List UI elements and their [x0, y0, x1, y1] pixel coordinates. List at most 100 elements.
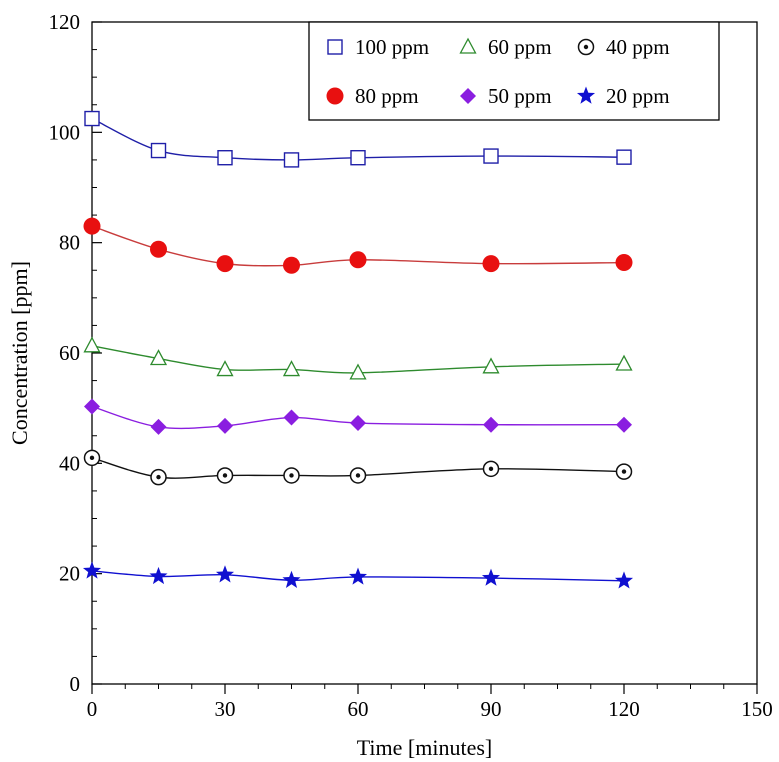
y-tick-label: 0: [70, 672, 81, 696]
data-point: [483, 148, 499, 164]
marker-dot: [289, 473, 294, 478]
data-point: [482, 255, 500, 273]
marker-diamond: [350, 415, 366, 432]
marker-star: [215, 565, 235, 583]
marker-circle: [349, 251, 367, 269]
marker-dot: [583, 44, 589, 50]
series-40-ppm: [83, 449, 633, 486]
marker-dot: [355, 473, 361, 478]
marker-triangle: [216, 360, 234, 377]
marker-triangle: [149, 349, 168, 366]
marker-square: [350, 150, 366, 166]
legend: 100 ppm 60 ppm 40 ppm 80 ppm 50 ppm 20 ppm: [308, 21, 720, 121]
marker-triangle: [482, 357, 500, 374]
data-point: [349, 251, 367, 269]
data-point: [350, 150, 366, 166]
x-tick-label: 60: [348, 697, 369, 721]
legend-label: 60 ppm: [488, 35, 552, 59]
data-point: [283, 409, 300, 426]
marker-circle: [482, 255, 500, 273]
data-point: [149, 566, 168, 585]
data-point: [615, 254, 633, 272]
legend-box: [308, 21, 720, 121]
data-point: [150, 240, 167, 258]
data-point: [481, 568, 501, 586]
data-point: [282, 360, 301, 377]
marker-star: [576, 86, 596, 104]
data-point: [216, 467, 234, 484]
data-point: [614, 571, 634, 589]
marker-star: [614, 571, 634, 589]
data-point: [282, 570, 301, 588]
legend-label: 100 ppm: [355, 35, 429, 59]
marker-dot: [222, 473, 228, 478]
marker-diamond: [150, 418, 167, 435]
data-point: [616, 416, 632, 433]
marker-triangle: [349, 363, 367, 380]
legend-item: 80 ppm: [326, 84, 419, 108]
series-20-ppm: [82, 561, 634, 589]
marker-dot: [621, 469, 627, 474]
marker-circle: [216, 255, 234, 273]
data-point: [150, 468, 167, 486]
x-axis-title: Time [minutes]: [357, 735, 492, 760]
y-tick-label: 120: [49, 10, 81, 34]
legend-marker: [459, 37, 477, 54]
data-point: [216, 360, 234, 377]
legend-label: 50 ppm: [488, 84, 552, 108]
x-tick-label: 120: [608, 697, 640, 721]
marker-star: [82, 561, 102, 579]
y-tick-label: 100: [49, 120, 81, 144]
data-point: [482, 460, 500, 478]
y-tick-label: 80: [59, 231, 80, 255]
marker-diamond: [460, 88, 476, 104]
data-point: [83, 336, 101, 353]
data-point: [615, 354, 633, 371]
marker-diamond: [283, 409, 300, 426]
legend-marker: [576, 86, 596, 104]
data-point: [149, 349, 168, 366]
legend-item: 60 ppm: [459, 35, 552, 59]
data-point: [483, 416, 499, 433]
x-tick-label: 30: [215, 697, 236, 721]
data-point: [84, 110, 100, 127]
data-point: [215, 565, 235, 583]
data-point: [283, 467, 300, 484]
marker-diamond: [616, 416, 632, 433]
marker-square: [84, 110, 100, 127]
x-tick-label: 150: [741, 697, 773, 721]
series-50-ppm: [84, 398, 632, 435]
legend-marker: [326, 87, 344, 105]
legend-marker: [577, 38, 595, 56]
data-point: [83, 217, 101, 235]
data-point: [150, 142, 167, 159]
marker-circle: [283, 256, 300, 274]
marker-dot: [156, 474, 161, 480]
data-point: [349, 363, 367, 380]
plot-frame: [91, 21, 758, 685]
data-point: [216, 255, 234, 273]
marker-square: [217, 150, 233, 166]
marker-circle: [83, 217, 101, 235]
data-point: [350, 415, 366, 432]
marker-diamond: [84, 398, 100, 415]
legend-item: 100 ppm: [327, 35, 429, 59]
y-tick-label: 20: [59, 562, 80, 586]
legend-item: 20 ppm: [576, 84, 670, 108]
series-60-ppm: [83, 336, 633, 380]
marker-diamond: [217, 417, 233, 434]
legend-marker: [327, 39, 343, 55]
y-tick-label: 60: [59, 341, 80, 365]
y-tick-label: 40: [59, 451, 80, 475]
data-point: [283, 256, 300, 274]
series-100-ppm: [84, 110, 632, 168]
marker-dot: [89, 455, 95, 461]
data-point: [482, 357, 500, 374]
marker-circle: [615, 254, 633, 272]
marker-square: [327, 39, 343, 55]
marker-square: [616, 149, 632, 165]
marker-triangle: [83, 336, 101, 353]
data-point: [83, 449, 101, 467]
series-group: [82, 110, 634, 589]
